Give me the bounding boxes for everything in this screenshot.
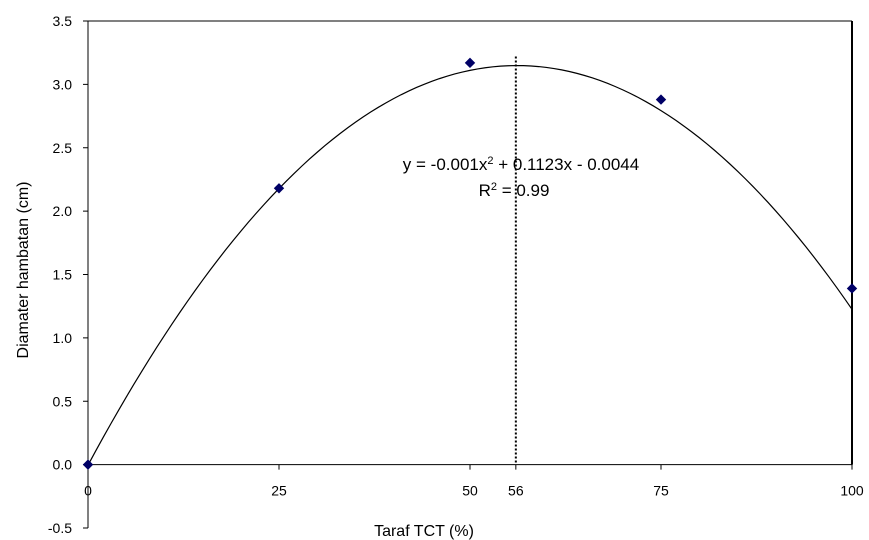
- trendline: [87, 64, 853, 466]
- x-tick-group: 0 25 50 56 75 100: [84, 464, 864, 499]
- trendline-equation: y = -0.001x2 + 0.1123x - 0.0044: [403, 155, 639, 174]
- y-tick-group: -0.5 0.0 0.5 1.0 1.5 2.0 2.5 3.0 3.5: [48, 13, 88, 536]
- y-axis: -0.5 0.0 0.5 1.0 1.5 2.0 2.5 3.0 3.5: [48, 13, 89, 536]
- data-point: [846, 283, 858, 294]
- x-tick-label: 50: [462, 483, 478, 499]
- x-axis-title: Taraf TCT (%): [374, 523, 474, 540]
- y-tick-label: 2.0: [53, 203, 73, 219]
- y-tick-label: 1.5: [53, 267, 73, 283]
- data-point: [82, 459, 94, 470]
- y-tick-label: 3.5: [53, 13, 73, 29]
- y-tick-label: 0.5: [53, 393, 73, 409]
- y-tick-label: 1.0: [53, 330, 73, 346]
- x-tick-label: 75: [653, 483, 669, 499]
- data-point: [464, 57, 476, 69]
- trendline-r-squared: R2 = 0.99: [479, 181, 550, 200]
- y-axis-title: Diamater hambatan (cm): [15, 182, 32, 359]
- y-tick-label: 0.0: [53, 457, 73, 473]
- data-point: [273, 183, 285, 194]
- y-tick-label: 2.5: [53, 140, 73, 156]
- y-tick-label: -0.5: [48, 520, 72, 536]
- x-tick-label: 0: [84, 483, 92, 499]
- x-tick-label: 25: [271, 483, 287, 499]
- data-point: [655, 94, 667, 105]
- data-points: [82, 57, 858, 470]
- y-tick-label: 3.0: [53, 76, 73, 92]
- x-axis: 0 25 50 56 75 100: [84, 464, 864, 499]
- x-tick-label: 56: [508, 483, 524, 499]
- x-tick-label: 100: [840, 483, 864, 499]
